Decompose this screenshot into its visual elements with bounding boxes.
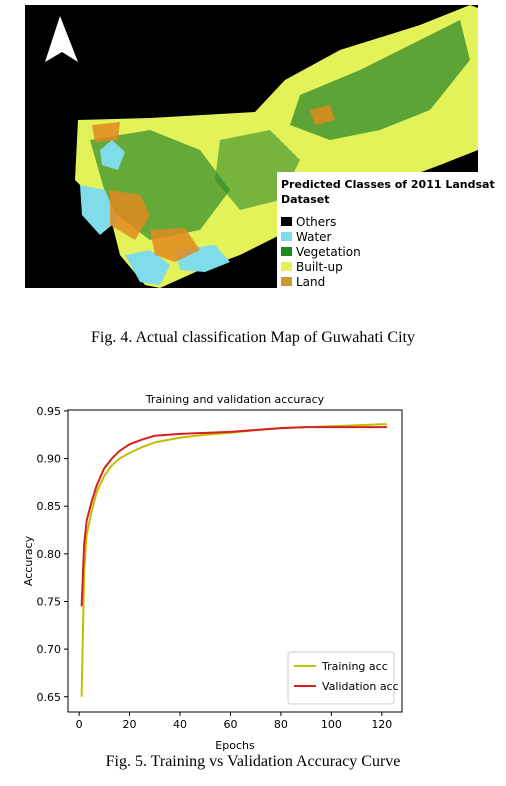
x-tick-label: 40 [173,718,187,731]
x-axis-label: Epochs [215,739,255,752]
x-tick-label: 80 [274,718,288,731]
x-tick-label: 0 [76,718,83,731]
map-legend-label: Others [296,215,336,229]
figure-caption: Fig. 5. Training vs Validation Accuracy … [106,753,401,770]
y-tick-label: 0.85 [37,500,62,513]
map-legend-label: Built-up [296,260,343,274]
chart-title: Training and validation accuracy [145,393,325,406]
y-axis-label: Accuracy [22,535,35,586]
legend-label: Validation acc [322,680,399,693]
x-tick-label: 120 [371,718,392,731]
map-legend-label: Water [296,230,332,244]
y-tick-label: 0.65 [37,691,62,704]
y-tick-label: 0.70 [37,643,62,656]
legend-label: Training acc [321,660,388,673]
y-tick-label: 0.95 [37,405,62,418]
y-tick-label: 0.80 [37,548,62,561]
x-tick-label: 100 [321,718,342,731]
map-legend-label: Vegetation [296,245,361,259]
x-tick-label: 20 [123,718,137,731]
figure-caption: Fig. 4. Actual classification Map of Guw… [91,329,415,346]
y-tick-label: 0.75 [37,595,62,608]
axes-frame [67,409,403,713]
x-tick-label: 60 [223,718,237,731]
map-image: Predicted Classes of 2011 Landsat Dataset [25,5,495,288]
y-tick-label: 0.90 [37,453,62,466]
map-legend-title: Predicted Classes of 2011 Landsat Dataset [281,178,495,206]
map-legend-label: Land [296,275,325,289]
line-series [80,426,387,607]
